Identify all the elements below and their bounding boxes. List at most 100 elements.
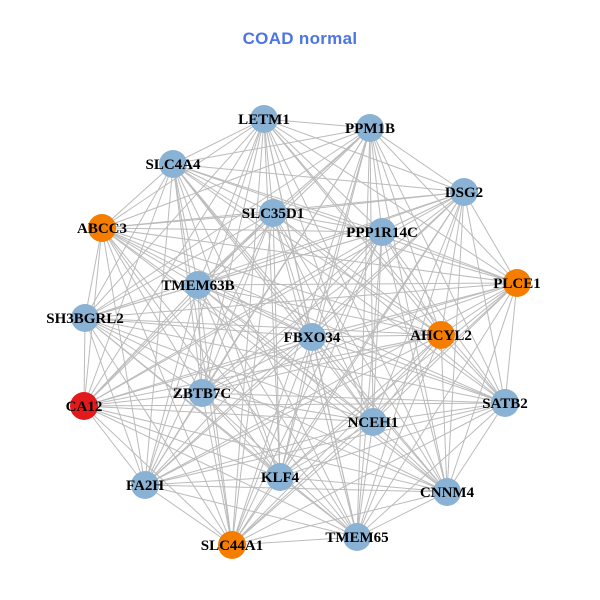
edge <box>84 317 313 338</box>
edge <box>144 392 203 486</box>
edge <box>84 118 265 319</box>
edge <box>197 191 465 286</box>
edge <box>101 227 146 486</box>
edge <box>279 476 448 493</box>
edge <box>144 421 374 486</box>
node-label-cnnm4: CNNM4 <box>420 485 475 501</box>
node-dsg2 <box>450 178 478 206</box>
edge <box>463 191 518 284</box>
node-label-ppm1b: PPM1B <box>345 121 395 137</box>
edge <box>311 336 358 538</box>
node-ppp1r14c <box>368 218 396 246</box>
node-fbxo34 <box>298 323 326 351</box>
edge <box>231 402 506 546</box>
edge <box>84 284 199 319</box>
edge <box>463 191 506 404</box>
edge <box>84 317 203 394</box>
plot-title: COAD normal <box>242 29 358 48</box>
edge <box>144 334 442 486</box>
edge <box>446 402 506 493</box>
node-satb2 <box>491 389 519 417</box>
edge <box>172 127 371 165</box>
edge <box>197 284 203 394</box>
edge <box>201 392 448 493</box>
node-zbtb7c <box>188 379 216 407</box>
node-label-dsg2: DSG2 <box>445 185 483 201</box>
edge <box>369 127 383 233</box>
edge <box>231 336 313 546</box>
edge <box>356 491 448 538</box>
edge <box>83 405 146 486</box>
node-label-tmem63b: TMEM63B <box>161 278 234 294</box>
edge <box>144 284 199 486</box>
edge <box>101 227 233 546</box>
edge <box>279 334 442 478</box>
edge <box>197 284 281 478</box>
edge <box>144 484 358 538</box>
edge <box>197 284 374 423</box>
edge <box>201 334 442 394</box>
edge <box>201 392 506 404</box>
edge <box>372 334 442 423</box>
node-label-ca12: CA12 <box>66 399 103 415</box>
node-label-satb2: SATB2 <box>482 396 528 412</box>
edge <box>369 127 506 404</box>
node-cnnm4 <box>433 478 461 506</box>
node-klf4 <box>266 463 294 491</box>
edge <box>356 191 465 538</box>
edge <box>272 212 383 233</box>
edge <box>311 191 465 338</box>
node-label-plce1: PLCE1 <box>493 276 541 292</box>
node-slc44a1 <box>218 531 246 559</box>
edge <box>272 212 506 404</box>
edge <box>369 127 442 336</box>
edge <box>83 392 203 407</box>
edge <box>172 163 358 538</box>
edge <box>440 282 518 336</box>
edge <box>201 118 265 394</box>
edge <box>263 118 448 493</box>
edge <box>84 227 103 319</box>
node-label-fbxo34: FBXO34 <box>284 330 341 346</box>
edge <box>101 227 203 394</box>
edge <box>356 282 518 538</box>
edge <box>381 231 506 404</box>
edge <box>101 163 174 229</box>
edge <box>144 212 274 486</box>
edge <box>197 212 274 286</box>
edge <box>101 227 383 233</box>
edge <box>83 118 265 407</box>
edge <box>172 163 442 336</box>
node-slc4a4 <box>159 150 187 178</box>
node-label-slc44a1: SLC44A1 <box>201 538 264 554</box>
edge <box>101 227 358 538</box>
edge <box>356 127 371 538</box>
edge <box>272 212 518 284</box>
edge <box>272 212 448 493</box>
edge <box>201 191 465 394</box>
node-label-klf4: KLF4 <box>261 470 300 486</box>
node-plce1 <box>503 269 531 297</box>
node-fa2h <box>131 471 159 499</box>
edge <box>372 402 506 423</box>
edge <box>84 317 146 486</box>
edge <box>83 231 383 407</box>
edge <box>144 484 448 493</box>
edge <box>356 402 506 538</box>
edge <box>231 421 374 546</box>
edge <box>84 127 371 319</box>
edge <box>311 334 442 338</box>
edge <box>279 231 383 478</box>
edge <box>144 402 506 486</box>
edge <box>83 405 233 546</box>
node-ppm1b <box>356 114 384 142</box>
edge <box>172 163 199 286</box>
edge <box>144 484 233 546</box>
edge <box>446 282 518 493</box>
edge <box>83 334 442 407</box>
edge <box>372 231 383 423</box>
node-abcc3 <box>88 214 116 242</box>
edge <box>372 191 465 423</box>
edge <box>83 405 281 478</box>
